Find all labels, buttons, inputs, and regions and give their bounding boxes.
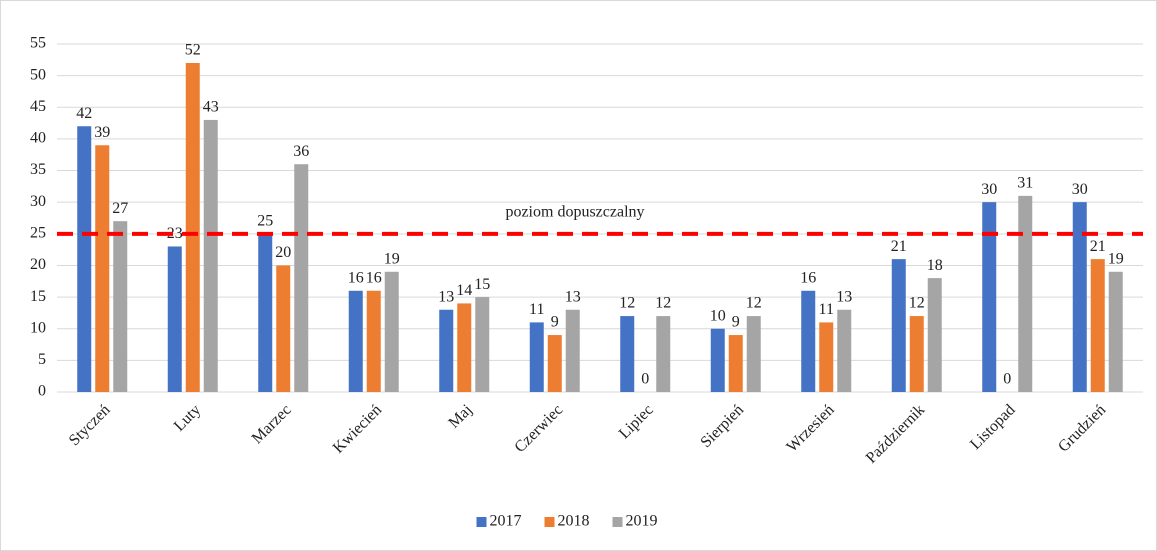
bar — [620, 316, 635, 392]
data-label: 27 — [112, 200, 128, 217]
bar — [95, 145, 110, 392]
y-tick-label: 30 — [30, 193, 46, 210]
bar — [439, 309, 454, 392]
legend-label: 2018 — [558, 513, 590, 530]
bar — [258, 233, 273, 392]
data-label: 11 — [819, 301, 834, 318]
data-label: 19 — [384, 250, 400, 267]
y-tick-label: 10 — [30, 319, 46, 336]
data-label: 13 — [836, 288, 852, 305]
y-tick-label: 5 — [38, 351, 46, 368]
bar — [113, 221, 128, 392]
bar — [276, 265, 291, 392]
bar — [927, 278, 942, 392]
data-label: 52 — [185, 42, 201, 59]
data-label: 14 — [456, 282, 472, 299]
legend-label: 2019 — [626, 513, 658, 530]
data-label: 19 — [1108, 250, 1124, 267]
y-tick-label: 35 — [30, 161, 46, 178]
data-label: 16 — [800, 269, 816, 286]
bar — [891, 259, 906, 392]
y-tick-label: 50 — [30, 66, 46, 83]
data-label: 12 — [655, 295, 671, 312]
bar — [167, 246, 182, 392]
legend-label: 2017 — [490, 513, 522, 530]
bar — [457, 303, 472, 392]
bar — [565, 309, 580, 392]
bar — [801, 290, 816, 392]
bar — [185, 62, 200, 393]
data-label: 21 — [1090, 238, 1106, 255]
bar — [656, 316, 671, 392]
y-tick-label: 40 — [30, 130, 46, 147]
data-label: 13 — [565, 288, 581, 305]
y-tick-label: 55 — [30, 35, 46, 52]
data-label: 9 — [732, 314, 740, 331]
bar — [710, 328, 725, 392]
bar — [203, 119, 218, 392]
data-label: 16 — [366, 269, 382, 286]
threshold-label: poziom dopuszczalny — [505, 203, 644, 220]
legend-swatch — [544, 517, 555, 527]
data-label: 36 — [293, 143, 309, 160]
bar — [294, 164, 309, 392]
bar — [366, 290, 381, 392]
data-label: 0 — [641, 371, 649, 388]
data-label: 21 — [891, 238, 907, 255]
data-label: 20 — [275, 244, 291, 261]
bar — [547, 335, 562, 392]
data-label: 12 — [746, 295, 762, 312]
data-label: 16 — [348, 269, 364, 286]
data-label: 13 — [438, 288, 454, 305]
bar — [475, 297, 490, 392]
bar — [1108, 271, 1123, 392]
bar — [746, 316, 761, 392]
data-label: 11 — [529, 301, 544, 318]
data-label: 10 — [710, 307, 726, 324]
data-label: 30 — [1072, 181, 1088, 198]
bar — [819, 322, 834, 392]
data-label: 12 — [909, 295, 925, 312]
y-tick-label: 20 — [30, 256, 46, 273]
data-label: 15 — [474, 276, 490, 293]
bar — [837, 309, 852, 392]
bar — [1018, 195, 1033, 392]
data-label: 25 — [257, 212, 273, 229]
bar — [728, 335, 743, 392]
data-label: 30 — [981, 181, 997, 198]
data-label: 43 — [203, 99, 219, 116]
legend-swatch — [612, 517, 623, 527]
bar — [982, 202, 997, 392]
bar — [348, 290, 363, 392]
data-label: 12 — [619, 295, 635, 312]
bar — [77, 126, 92, 392]
data-label: 9 — [551, 314, 559, 331]
data-label: 18 — [927, 257, 943, 274]
bar — [384, 271, 399, 392]
y-tick-label: 25 — [30, 224, 46, 241]
bar — [1072, 202, 1087, 392]
y-tick-label: 45 — [30, 98, 46, 115]
data-label: 31 — [1017, 175, 1033, 192]
y-tick-label: 15 — [30, 288, 46, 305]
data-label: 23 — [167, 225, 183, 242]
y-tick-label: 0 — [38, 383, 46, 400]
bar — [909, 316, 924, 392]
bar — [529, 322, 544, 392]
data-label: 39 — [94, 124, 110, 141]
data-label: 0 — [1003, 371, 1011, 388]
bar — [1090, 259, 1105, 392]
data-label: 42 — [76, 105, 92, 122]
legend-swatch — [476, 517, 487, 527]
